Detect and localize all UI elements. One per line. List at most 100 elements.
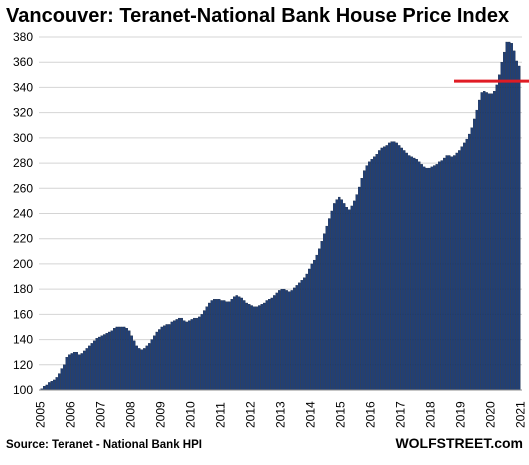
bar	[180, 317, 183, 391]
bar	[63, 364, 66, 391]
chart-title: Vancouver: Teranet-National Bank House P…	[6, 5, 509, 27]
bar	[483, 91, 486, 391]
bar	[505, 41, 508, 391]
bar	[138, 348, 141, 391]
y-tick-label: 240	[13, 207, 33, 221]
bar	[205, 306, 208, 391]
bar	[455, 152, 458, 391]
bar	[493, 91, 496, 391]
bar	[78, 354, 81, 391]
bar	[368, 161, 371, 391]
bar	[323, 233, 326, 391]
bar	[430, 166, 433, 391]
source-note: Source: Teranet - National Bank HPI	[6, 439, 202, 451]
bar	[400, 147, 403, 391]
x-tick-label: 2012	[244, 401, 258, 428]
bar	[365, 165, 368, 391]
bar	[200, 314, 203, 391]
bar	[85, 348, 88, 391]
bar	[158, 329, 161, 391]
bar	[340, 199, 343, 391]
y-tick-label: 160	[13, 307, 33, 321]
bar	[203, 310, 206, 391]
bar	[173, 320, 176, 391]
bar	[228, 301, 231, 391]
bar	[343, 203, 346, 391]
bar	[150, 339, 153, 391]
bar	[363, 170, 366, 391]
bar	[250, 305, 253, 391]
gridlines	[39, 36, 522, 366]
bar	[178, 317, 181, 391]
bar	[240, 297, 243, 391]
bar	[458, 150, 461, 391]
bar	[80, 353, 83, 391]
bar	[295, 285, 298, 391]
bar	[95, 338, 98, 391]
bar	[48, 382, 51, 391]
bar	[110, 330, 113, 391]
bar	[58, 373, 61, 391]
bar	[108, 331, 111, 391]
x-tick-label: 2008	[124, 401, 138, 428]
bar	[335, 199, 338, 391]
bar	[285, 290, 288, 391]
bar	[288, 291, 291, 391]
bar	[140, 349, 143, 391]
bar	[50, 380, 53, 391]
bar	[73, 352, 76, 391]
bar	[465, 138, 468, 391]
bar	[273, 295, 276, 391]
bar	[220, 300, 223, 391]
y-tick-label: 260	[13, 181, 33, 195]
bar	[410, 156, 413, 391]
bar	[310, 263, 313, 391]
bar	[155, 331, 158, 391]
x-tick-label: 2013	[274, 401, 288, 428]
bar	[345, 207, 348, 391]
x-tick-label: 2016	[364, 401, 378, 428]
y-tick-label: 380	[13, 30, 33, 44]
bar	[330, 210, 333, 391]
bar	[125, 328, 128, 391]
y-tick-label: 320	[13, 106, 33, 120]
bar	[190, 319, 193, 391]
bar	[60, 368, 63, 391]
bar	[360, 178, 363, 391]
bar	[515, 60, 518, 391]
bar	[218, 299, 221, 391]
bar	[470, 127, 473, 391]
bar	[308, 268, 311, 391]
bar	[230, 299, 233, 391]
y-axis-tick-labels: 100 120 140 160 180 200 220 240 260 280 300 320 340 3…	[13, 30, 33, 397]
bar	[195, 317, 198, 391]
bar	[353, 200, 356, 391]
x-tick-label: 2014	[304, 401, 318, 428]
bar	[148, 343, 151, 391]
bar	[443, 157, 446, 391]
bar	[328, 218, 331, 391]
bar	[275, 292, 278, 391]
y-tick-label: 300	[13, 131, 33, 145]
x-tick-label: 2007	[94, 401, 108, 428]
bar	[428, 167, 431, 391]
bar	[83, 350, 86, 391]
bar	[268, 299, 271, 391]
bar	[43, 386, 46, 391]
bar	[348, 209, 351, 391]
bar	[100, 335, 103, 391]
bar	[440, 160, 443, 391]
bar	[175, 319, 178, 391]
bar	[503, 51, 506, 391]
bar	[53, 379, 56, 391]
bar	[213, 299, 216, 391]
bar	[303, 277, 306, 391]
bar	[135, 345, 138, 391]
bar	[245, 302, 248, 391]
bar	[480, 92, 483, 391]
bar	[183, 320, 186, 391]
bar	[450, 156, 453, 391]
bar	[238, 296, 241, 391]
x-axis-tick-labels: 2005 2006 2007 2008 2009 2010 2011 2012 2013 2014…	[34, 401, 528, 428]
